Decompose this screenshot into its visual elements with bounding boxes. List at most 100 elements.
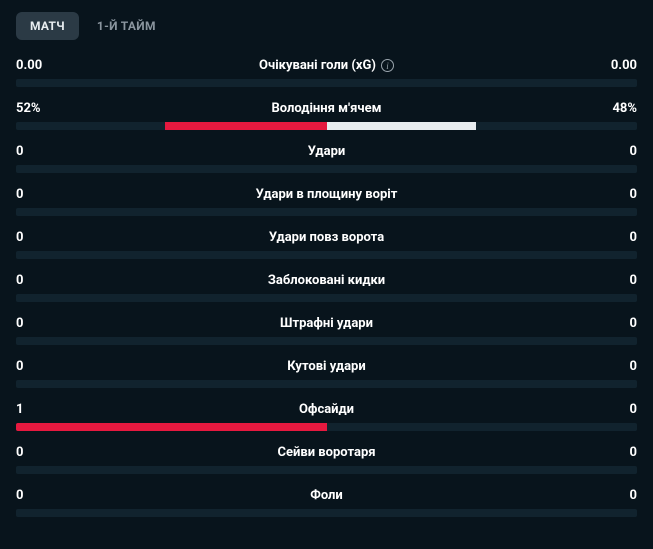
stat-home-value: 0	[16, 488, 56, 503]
stat-label: Удари	[56, 144, 597, 159]
stat-header: 0Удари0	[16, 144, 637, 159]
stat-header: 0 Заблоковані кидки 0	[16, 273, 637, 288]
stat-home-value: 0	[16, 144, 56, 159]
stat-bar-track	[16, 380, 637, 388]
stat-row: 0 Штрафні удари 0	[16, 316, 637, 345]
stat-label-text: Штрафні удари	[280, 316, 373, 331]
stat-bar-track	[16, 294, 637, 302]
stat-header: 52% Володіння м'ячем 48%	[16, 101, 637, 116]
stat-bar-home-half	[16, 251, 327, 259]
stat-bar-away-half	[327, 251, 638, 259]
stat-away-value: 0	[597, 187, 637, 202]
stat-away-value: 0	[597, 402, 637, 417]
stat-bar-away-half	[327, 337, 638, 345]
stat-away-value: 0	[597, 488, 637, 503]
stat-header: 0Удари в площину воріт0	[16, 187, 637, 202]
period-tabs: МАТЧ 1-Й ТАЙМ	[16, 12, 637, 40]
stat-home-value: 1	[16, 402, 56, 417]
stat-bar-home-half	[16, 165, 327, 173]
stat-row: 0Удари в площину воріт0	[16, 187, 637, 216]
stat-bar-track	[16, 423, 637, 431]
stat-label-text: Удари	[308, 144, 346, 159]
stat-header: 0 Штрафні удари 0	[16, 316, 637, 331]
stat-label: Штрафні удари	[56, 316, 597, 331]
stat-home-value: 0	[16, 316, 56, 331]
stat-label-text: Офсайди	[299, 402, 354, 417]
stat-bar-home-half	[16, 79, 327, 87]
stat-bar-away-half	[327, 208, 638, 216]
stat-home-value: 0	[16, 187, 56, 202]
stat-label: Кутові удари	[56, 359, 597, 374]
stat-bar-home-half	[16, 509, 327, 517]
stat-bar-away-half	[327, 423, 638, 431]
stat-home-value: 0	[16, 359, 56, 374]
stat-away-value: 0	[597, 316, 637, 331]
tab-first-half[interactable]: 1-Й ТАЙМ	[83, 12, 170, 40]
stat-label: Удари в площину воріт	[56, 187, 597, 202]
tab-match[interactable]: МАТЧ	[16, 12, 79, 40]
stat-bar-track	[16, 208, 637, 216]
stat-row: 0.00 Очікувані голи (xG) i 0.00	[16, 58, 637, 87]
stat-bar-away-half	[327, 294, 638, 302]
stat-label-text: Удари повз ворота	[269, 230, 384, 245]
stat-label: Офсайди	[56, 402, 597, 417]
stat-label: Удари повз ворота	[56, 230, 597, 245]
stat-away-value: 0	[597, 359, 637, 374]
info-icon[interactable]: i	[381, 59, 394, 72]
stat-label: Заблоковані кидки	[56, 273, 597, 288]
stat-bar-track	[16, 122, 637, 130]
stat-row: 0 Удари повз ворота 0	[16, 230, 637, 259]
stat-bar-away-half	[327, 466, 638, 474]
stat-label: Очікувані голи (xG) i	[56, 58, 597, 73]
stat-bar-away-fill	[327, 122, 476, 130]
stat-row: 52% Володіння м'ячем 48%	[16, 101, 637, 130]
stat-home-value: 0	[16, 445, 56, 460]
stat-home-value: 0.00	[16, 58, 56, 73]
stat-bar-home-fill	[165, 122, 326, 130]
stat-header: 0 Кутові удари 0	[16, 359, 637, 374]
stat-bar-home-half	[16, 337, 327, 345]
stat-bar-home-half	[16, 380, 327, 388]
stat-home-value: 0	[16, 273, 56, 288]
stat-label-text: Володіння м'ячем	[272, 101, 382, 116]
stat-away-value: 0.00	[597, 58, 637, 73]
stat-away-value: 0	[597, 230, 637, 245]
stat-bar-away-half	[327, 165, 638, 173]
stat-row: 0 Кутові удари 0	[16, 359, 637, 388]
stat-label-text: Очікувані голи (xG)	[259, 58, 376, 73]
stat-label-text: Фоли	[310, 488, 343, 503]
stat-label: Сейви воротаря	[56, 445, 597, 460]
stat-header: 0 Фоли 0	[16, 488, 637, 503]
stat-bar-away-half	[327, 509, 638, 517]
stat-row: 0 Фоли 0	[16, 488, 637, 517]
stat-label-text: Заблоковані кидки	[268, 273, 385, 288]
stat-bar-home-half	[16, 423, 327, 431]
stat-header: 0 Удари повз ворота 0	[16, 230, 637, 245]
stat-home-value: 52%	[16, 101, 56, 116]
stat-bar-track	[16, 251, 637, 259]
stat-bar-track	[16, 79, 637, 87]
stat-bar-home-half	[16, 466, 327, 474]
stat-bar-home-half	[16, 122, 327, 130]
stat-label: Фоли	[56, 488, 597, 503]
stat-bar-away-half	[327, 122, 638, 130]
stat-row: 0Удари0	[16, 144, 637, 173]
stats-panel: МАТЧ 1-Й ТАЙМ 0.00Очікувані голи (xG)i0.…	[0, 0, 653, 517]
stat-bar-track	[16, 509, 637, 517]
stat-row: 0 Сейви воротаря 0	[16, 445, 637, 474]
stat-bar-home-half	[16, 208, 327, 216]
stat-row: 0 Заблоковані кидки 0	[16, 273, 637, 302]
stat-home-value: 0	[16, 230, 56, 245]
stat-bar-away-half	[327, 380, 638, 388]
stat-away-value: 0	[597, 445, 637, 460]
stat-bar-track	[16, 466, 637, 474]
stat-header: 0 Сейви воротаря 0	[16, 445, 637, 460]
stat-bar-home-half	[16, 294, 327, 302]
stat-label-text: Сейви воротаря	[277, 445, 375, 460]
stat-row: 1 Офсайди 0	[16, 402, 637, 431]
stat-label-text: Кутові удари	[287, 359, 365, 374]
stat-label: Володіння м'ячем	[56, 101, 597, 116]
stat-away-value: 0	[597, 273, 637, 288]
stat-away-value: 48%	[597, 101, 637, 116]
stat-header: 0.00 Очікувані голи (xG) i 0.00	[16, 58, 637, 73]
